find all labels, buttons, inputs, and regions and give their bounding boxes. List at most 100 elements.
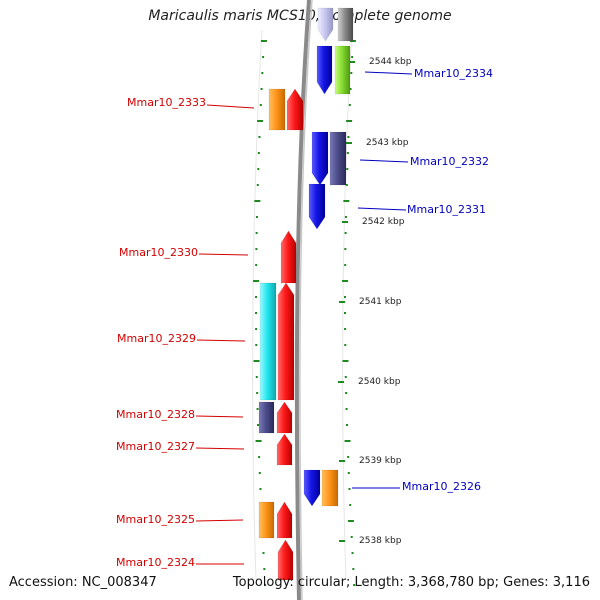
gene-label-mmar10-2330[interactable]: Mmar10_2330 [119,246,198,259]
gene-label-mmar10-2329[interactable]: Mmar10_2329 [117,332,196,345]
tick-mark [346,120,353,122]
track-guide-left [252,29,263,581]
tick-mark [255,312,258,314]
tick-mark [344,216,347,218]
kbp-tick-label: 2544 kbp [369,57,412,67]
tick-mark [258,472,261,474]
genome-title: Maricaulis maris MCS10, complete genome [148,8,452,24]
gene-arrows [258,7,354,581]
gene-arrow-mmar10-2331[interactable] [308,183,326,230]
label-leader-line [206,104,255,109]
tick-mark [347,136,350,138]
tick-mark [262,56,265,58]
tick-mark [342,360,349,362]
gene-arrow-blue-2332[interactable] [311,131,329,186]
gene-arrow-red-2325[interactable] [276,501,293,539]
accession-text: Accession: NC_008347 [9,575,157,590]
tick-mark [256,184,259,186]
tick-mark [351,552,354,554]
genome-backbone [294,0,311,600]
gene-label-mmar10-2325[interactable]: Mmar10_2325 [116,513,195,526]
tick-mark [255,264,258,266]
tick-mark [255,232,258,234]
kbp-tick-mark [338,381,344,383]
gene-label-mmar10-2328[interactable]: Mmar10_2328 [116,408,195,421]
tick-mark [344,376,347,378]
tick-mark [347,472,350,474]
kbp-labels: 2544 kbp 2543 kbp 2542 kbp 2541 kbp 2540 kbp… [338,57,412,546]
tick-mark [352,568,355,570]
label-leader-line [364,71,413,75]
tick-mark [346,424,349,426]
tick-mark [344,440,351,442]
label-leader-line [195,519,244,522]
tick-mark [347,456,350,458]
label-leader-line [195,447,245,450]
gene-arrow-mmar10-2324[interactable] [277,539,294,581]
tick-mark [253,280,260,282]
gene-arrow-mmar10-2329[interactable] [277,282,295,401]
tick-mark [344,344,347,346]
gene-label-mmar10-2324[interactable]: Mmar10_2324 [116,556,195,569]
label-leader-line [357,207,407,211]
tick-mark [344,248,347,250]
tick-mark [260,88,263,90]
gene-arrow-top-grey[interactable] [337,7,354,42]
tick-mark [349,88,352,90]
gene-arrow-mmar10-2325[interactable] [258,501,275,539]
kbp-tick-mark [349,61,355,63]
gene-arrow-mmar10-2334[interactable] [316,45,333,95]
gene-arrow-mmar10-2333[interactable] [286,88,304,131]
tick-mark [346,168,349,170]
gene-arrow-cyan-2329[interactable] [259,282,277,401]
kbp-tick-label: 2539 kbp [359,456,402,466]
gene-arrow-orange-2333[interactable] [268,88,286,131]
kbp-tick-mark [346,142,352,144]
tick-mark [258,456,261,458]
tick-mark [263,568,266,570]
label-leader-line [195,415,244,418]
tick-mark [351,56,354,58]
gene-label-mmar10-2332[interactable]: Mmar10_2332 [410,155,489,168]
gene-arrow-mmar10-2332[interactable] [329,131,347,186]
kbp-tick-label: 2541 kbp [359,297,402,307]
gene-arrow-mmar10-2327[interactable] [276,433,293,466]
tick-mark [255,376,258,378]
tick-mark [257,152,260,154]
tick-mark [344,312,347,314]
tick-mark [255,296,258,298]
label-leader-line [198,253,249,256]
tick-mark [348,104,351,106]
gene-arrow-mmar10-2328[interactable] [258,401,275,434]
tick-mark [257,120,264,122]
tick-mark [344,328,347,330]
gene-label-mmar10-2326[interactable]: Mmar10_2326 [402,480,481,493]
label-leader-line [359,159,409,163]
tick-mark [345,392,348,394]
gene-arrow-blue-2326[interactable] [303,469,321,507]
gene-arrow-red-2328[interactable] [276,401,293,434]
gene-arrow-top-lavender[interactable] [317,7,334,42]
gene-label-mmar10-2334[interactable]: Mmar10_2334 [414,67,493,80]
tick-mark [255,248,258,250]
tick-mark [255,328,258,330]
tick-mark [259,104,262,106]
tick-mark [353,584,356,586]
tick-mark [344,264,347,266]
gene-arrow-lime[interactable] [334,45,351,95]
tick-mark [349,504,352,506]
gene-label-mmar10-2331[interactable]: Mmar10_2331 [407,203,486,216]
track-guide-right [342,29,353,581]
tick-mark [254,200,261,202]
gene-label-mmar10-2327[interactable]: Mmar10_2327 [116,440,195,453]
kbp-tick-mark [342,221,348,223]
gene-label-mmar10-2333[interactable]: Mmar10_2333 [127,96,206,109]
gene-arrow-mmar10-2330[interactable] [280,230,297,284]
gene-arrow-mmar10-2326[interactable] [321,469,339,507]
tick-mark [350,72,353,74]
tick-mark [260,40,267,42]
tick-mark [345,184,348,186]
kbp-tick-mark [339,460,345,462]
kbp-tick-label: 2540 kbp [358,377,401,387]
tick-mark [264,584,267,586]
